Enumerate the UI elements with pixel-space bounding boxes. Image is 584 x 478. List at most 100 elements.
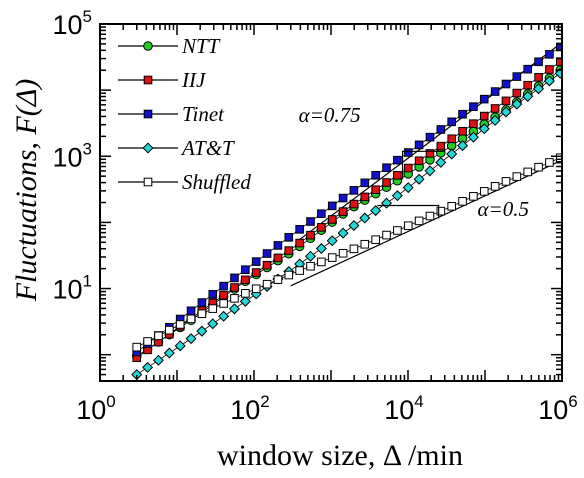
data-point bbox=[393, 155, 402, 165]
data-point bbox=[174, 340, 186, 352]
data-point bbox=[132, 342, 142, 352]
data-point bbox=[273, 275, 283, 284]
data-point bbox=[304, 250, 317, 262]
data-point bbox=[241, 289, 250, 298]
data-point bbox=[284, 233, 294, 242]
data-point bbox=[370, 205, 382, 217]
data-point bbox=[403, 163, 413, 173]
data-point bbox=[469, 192, 478, 201]
data-point bbox=[545, 50, 554, 59]
data-point bbox=[251, 257, 261, 266]
data-point bbox=[295, 238, 304, 248]
data-point bbox=[371, 185, 380, 195]
legend-item: Tinet bbox=[118, 102, 225, 126]
data-point bbox=[371, 235, 380, 244]
annotation-alpha-075: α=0.75 bbox=[299, 103, 361, 127]
data-point bbox=[457, 140, 469, 152]
legend-label: AT&T bbox=[180, 136, 235, 160]
x-tick-label: 106 bbox=[538, 392, 578, 425]
data-point bbox=[262, 279, 272, 289]
data-point bbox=[241, 275, 250, 285]
legend-item: AT&T bbox=[118, 136, 235, 160]
data-point bbox=[338, 207, 348, 216]
data-point bbox=[469, 119, 478, 128]
data-point bbox=[403, 221, 413, 231]
data-point bbox=[382, 230, 391, 240]
legend-marker bbox=[143, 109, 153, 119]
data-point bbox=[360, 178, 370, 188]
data-point bbox=[196, 325, 208, 337]
data-point bbox=[478, 123, 490, 135]
data-point bbox=[512, 72, 522, 81]
data-point bbox=[230, 273, 239, 283]
data-point bbox=[152, 354, 164, 366]
data-point bbox=[555, 153, 562, 163]
data-point bbox=[523, 64, 533, 74]
data-point bbox=[381, 197, 393, 209]
annotation-bracket bbox=[401, 150, 445, 180]
legend-marker bbox=[142, 142, 154, 154]
data-point bbox=[534, 162, 543, 172]
data-point bbox=[543, 75, 555, 87]
data-point bbox=[218, 310, 230, 322]
data-point bbox=[360, 192, 370, 202]
data-point bbox=[489, 114, 501, 126]
data-point bbox=[219, 281, 228, 291]
data-point bbox=[326, 235, 338, 247]
data-point bbox=[154, 331, 163, 341]
series-shuffled bbox=[132, 153, 562, 352]
data-point bbox=[467, 131, 479, 143]
legend-item: IIJ bbox=[118, 68, 207, 92]
x-tick-label: 102 bbox=[230, 392, 270, 425]
data-point bbox=[458, 109, 467, 119]
data-point bbox=[273, 241, 283, 250]
data-point bbox=[360, 239, 370, 249]
data-point bbox=[219, 299, 228, 308]
legend-label: IIJ bbox=[181, 68, 207, 92]
legend-marker bbox=[143, 177, 153, 187]
data-point bbox=[393, 171, 402, 180]
data-point bbox=[413, 173, 425, 185]
data-point bbox=[533, 83, 545, 95]
data-point bbox=[239, 295, 251, 307]
data-point bbox=[359, 212, 371, 224]
data-point bbox=[317, 257, 326, 267]
data-point bbox=[317, 223, 326, 232]
data-point bbox=[284, 246, 294, 255]
data-point bbox=[262, 249, 272, 258]
y-tick-label: 103 bbox=[52, 139, 92, 172]
data-point bbox=[175, 320, 185, 329]
series-line bbox=[136, 157, 561, 348]
data-point bbox=[500, 106, 512, 118]
data-point bbox=[436, 141, 446, 151]
data-point bbox=[479, 94, 489, 104]
y-tick-label: 105 bbox=[52, 7, 92, 40]
data-point bbox=[228, 303, 240, 315]
data-point bbox=[185, 333, 197, 345]
data-point bbox=[447, 202, 456, 211]
data-point bbox=[349, 186, 359, 195]
data-point bbox=[424, 165, 436, 177]
data-point bbox=[327, 215, 337, 224]
legend-marker bbox=[143, 75, 153, 85]
data-point bbox=[317, 209, 326, 219]
data-point bbox=[391, 190, 403, 202]
legend-marker bbox=[143, 41, 153, 51]
data-point bbox=[501, 177, 511, 186]
data-point bbox=[479, 111, 489, 121]
series-line bbox=[136, 61, 561, 359]
legend-label: Shuffled bbox=[182, 170, 251, 194]
data-point bbox=[534, 73, 543, 82]
data-point bbox=[165, 325, 174, 335]
data-point bbox=[230, 294, 239, 303]
data-point bbox=[337, 227, 349, 239]
data-point bbox=[501, 96, 511, 106]
data-point bbox=[186, 314, 196, 324]
data-point bbox=[545, 65, 554, 74]
data-point bbox=[230, 283, 239, 292]
series-line bbox=[136, 72, 561, 375]
data-point bbox=[143, 337, 152, 346]
data-point bbox=[490, 104, 500, 113]
data-point bbox=[197, 298, 207, 307]
